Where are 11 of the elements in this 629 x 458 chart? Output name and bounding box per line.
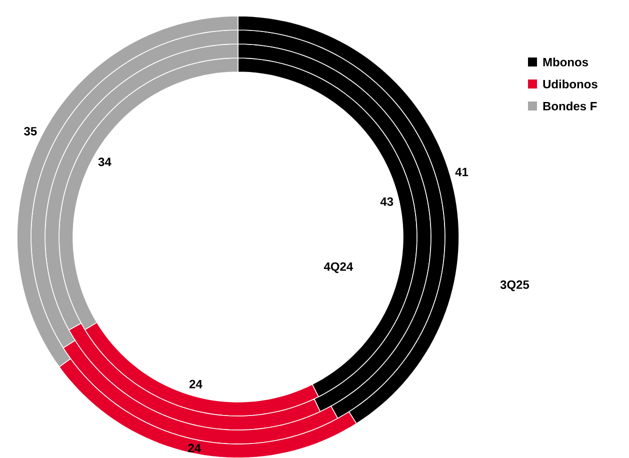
legend-label: Udibonos: [543, 79, 598, 88]
data-label: 35: [24, 126, 37, 136]
data-label: 24: [188, 444, 201, 452]
data-label: 43: [380, 197, 394, 206]
data-label: 24: [189, 380, 202, 388]
data-label: 34: [98, 157, 112, 166]
slice-label: 3Q25: [500, 280, 530, 291]
slice-label: 4Q24: [324, 262, 354, 273]
data-label: 41: [455, 168, 468, 176]
legend-label: Bondes F: [543, 101, 597, 110]
legend-label: Mbonos: [543, 57, 588, 66]
